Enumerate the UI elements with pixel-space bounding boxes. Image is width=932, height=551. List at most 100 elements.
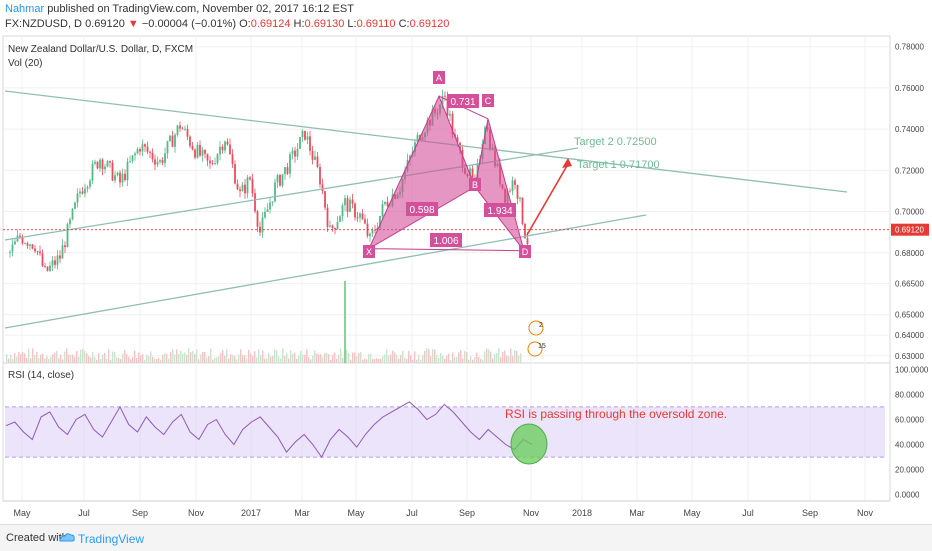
candle-body (69, 219, 71, 225)
volume-bar (408, 350, 410, 363)
volume-bar (236, 359, 238, 363)
candle-body (94, 161, 96, 164)
candle-body (271, 201, 274, 203)
volume-bar (98, 352, 100, 363)
volume-bar (516, 350, 518, 363)
volume-bar (70, 354, 72, 363)
volume-bar (14, 352, 16, 363)
volume-bar (28, 348, 30, 363)
candle-body (96, 161, 99, 169)
x-tick-label: 2017 (241, 508, 261, 518)
volume-bar (440, 353, 442, 363)
candle-body (316, 156, 319, 168)
volume-bar (412, 359, 414, 363)
candle-body (156, 161, 159, 165)
candle-body (199, 144, 201, 156)
y-tick-label: 0.78000 (895, 43, 924, 52)
candle-body (106, 161, 109, 167)
volume-bar (404, 357, 406, 363)
x-tick-label: Nov (523, 508, 540, 518)
volume-bar (410, 355, 412, 363)
rsi-tick-label: 100.0000 (895, 365, 929, 374)
candle-body (311, 150, 314, 160)
volume-bar (310, 359, 312, 363)
volume-bar (442, 355, 444, 363)
volume-bar (464, 351, 466, 363)
candle-body (379, 215, 381, 228)
candle-body (354, 203, 356, 218)
author-link[interactable]: Nahmar (5, 3, 45, 15)
x-tick-label: Sep (802, 508, 818, 518)
volume-bar (30, 358, 32, 363)
volume-bar (416, 359, 418, 363)
publish-line: Nahmar published on TradingView.com, Nov… (5, 3, 354, 15)
volume-bar (382, 356, 384, 363)
rsi-series (5, 401, 885, 465)
candle-body (84, 188, 86, 194)
volume-bar (254, 351, 256, 363)
volume-bar (300, 350, 302, 363)
candle-body (344, 198, 346, 206)
y-tick-label: 0.70000 (895, 208, 924, 217)
volume-bar (420, 359, 422, 363)
volume-bar (484, 351, 486, 363)
volume-bar (318, 354, 320, 363)
candle-body (361, 213, 364, 220)
candle-body (284, 167, 286, 175)
volume-bar (192, 350, 194, 363)
volume-bar (466, 352, 468, 363)
volume-bar (66, 348, 68, 363)
volume-bar (378, 358, 380, 363)
chart-canvas[interactable]: 0.69120 X A B C D 0.731 0.598 1.934 1.006 Target … (0, 0, 932, 524)
x-tick-label: May (347, 508, 365, 518)
candle-body (154, 159, 156, 165)
volume-bar (348, 353, 350, 363)
volume-bar (400, 354, 402, 363)
volume-bar (510, 348, 512, 363)
volume-bar (120, 359, 122, 363)
volume-bar (504, 350, 506, 363)
volume-bar (130, 359, 132, 363)
candle-body (209, 160, 211, 164)
volume-bar (286, 353, 288, 363)
volume-bar (256, 357, 258, 363)
pattern-point-label: X (366, 247, 372, 257)
volume-bar (304, 354, 306, 363)
candle-body (24, 243, 26, 245)
volume-bar (96, 359, 98, 363)
candle-body (124, 173, 126, 181)
volume-bar (276, 350, 278, 363)
volume-bar (10, 354, 12, 363)
open-label: O: (239, 18, 251, 30)
volume-bar (132, 357, 134, 363)
volume-bar (288, 358, 290, 363)
volume-bar (266, 358, 268, 363)
volume-bar (56, 350, 58, 363)
volume-bars (6, 281, 522, 363)
high-label: H: (293, 18, 305, 30)
tradingview-link[interactable]: TradingView (78, 532, 145, 546)
volume-bar (308, 357, 310, 363)
volume-bar (500, 357, 502, 363)
pattern-point-c (482, 94, 494, 107)
ratio-label: 1.934 (487, 206, 512, 217)
candle-body (181, 128, 184, 130)
candle-body (294, 150, 296, 157)
volume-bar (414, 351, 416, 363)
rsi-title: RSI (14, close) (8, 370, 74, 381)
volume-bar (330, 359, 332, 363)
volume-bar (324, 353, 326, 363)
x-tick-label: Jul (742, 508, 754, 518)
candle-body (321, 184, 324, 192)
volume-bar (360, 351, 362, 363)
volume-bar (136, 358, 138, 363)
y-tick-label: 0.72000 (895, 166, 924, 175)
volume-bar (150, 351, 152, 363)
volume-bar (184, 352, 186, 363)
candle-body (39, 251, 41, 254)
volume-bar (358, 352, 360, 363)
candle-body (171, 135, 174, 147)
candle-body (99, 159, 101, 169)
harmonic-pattern[interactable]: X A B C D 0.731 0.598 1.934 1.006 Target 2 0.7250… (363, 71, 660, 357)
volume-bar (46, 355, 48, 363)
